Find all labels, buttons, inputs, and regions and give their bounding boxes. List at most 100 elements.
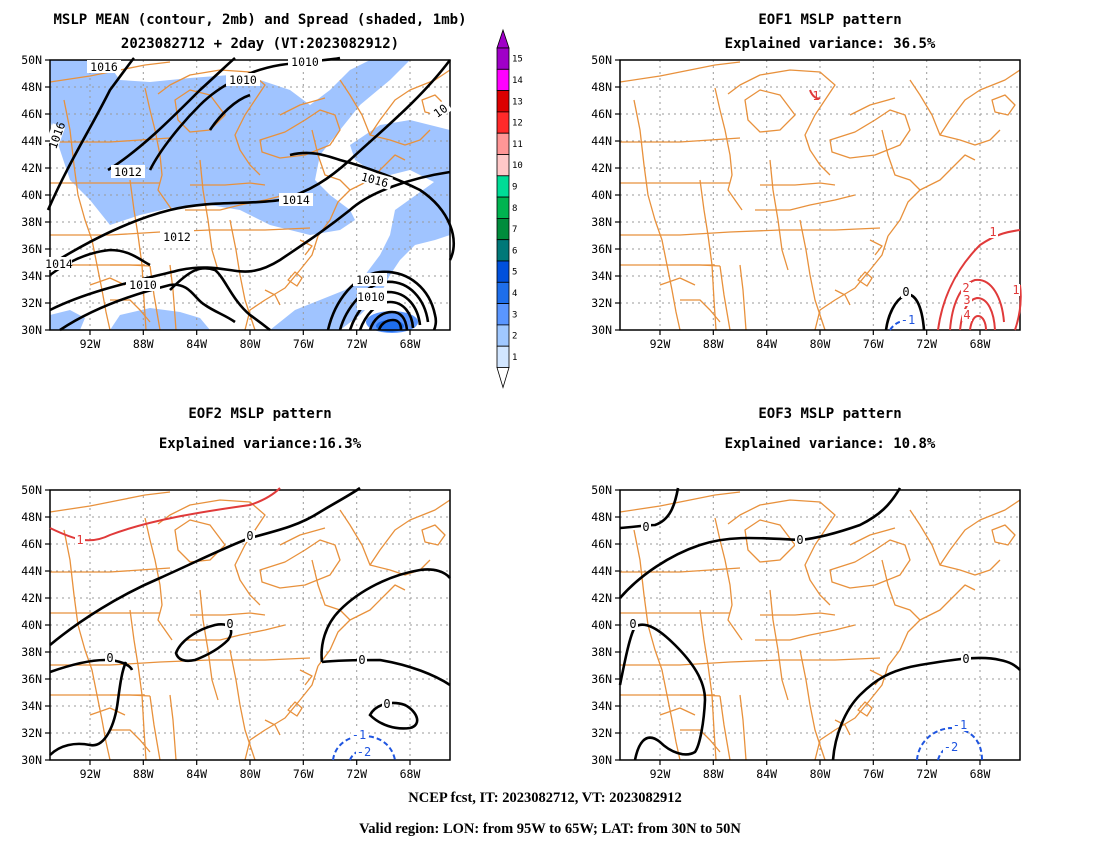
- colorbar-swatch: [496, 154, 510, 177]
- panel-eof3-map: 0 0 0 0 -1 -2: [618, 487, 1021, 761]
- lon-tick-label: 68W: [970, 767, 991, 781]
- eof3-contour-labels: 0 0 0 0 -1 -2: [628, 520, 971, 754]
- lon-tick-label: 80W: [240, 337, 261, 351]
- lat-tick-label: 36N: [21, 242, 42, 256]
- lat-tick-label: 50N: [591, 483, 612, 497]
- colorbar-swatch: [496, 260, 510, 283]
- lon-tick-label: 80W: [240, 767, 261, 781]
- colorbar-swatch: [496, 303, 510, 326]
- contour-label: 1016: [360, 170, 390, 191]
- colorbar-swatch: [496, 217, 510, 241]
- colorbar-label: 13: [512, 97, 523, 107]
- lat-tick-label: 50N: [21, 53, 42, 67]
- contour-label: 1010: [291, 55, 319, 69]
- colorbar-swatch: [496, 196, 510, 219]
- contour-label: 1: [812, 89, 819, 103]
- eof1-contour-labels: 1 0 -1 1 2 3 4 1: [812, 89, 1020, 327]
- contour-label: 1014: [282, 193, 310, 207]
- eof2-contour-labels: 1 0 0 0 0 0 -1 -2: [75, 529, 392, 759]
- colorbar-swatch: [496, 324, 510, 347]
- contour-label: 0: [642, 520, 649, 534]
- lat-tick-label: 46N: [21, 537, 42, 551]
- contour-label: 1014: [45, 257, 73, 271]
- lat-tick-label: 40N: [591, 188, 612, 202]
- lon-tick-label: 84W: [186, 767, 207, 781]
- lat-tick-label: 40N: [21, 618, 42, 632]
- panel-mean-title-line2: 2023082712 + 2day (VT:2023082912): [121, 36, 399, 52]
- colorbar-swatch: [496, 90, 510, 113]
- lon-tick-label: 88W: [703, 337, 724, 351]
- lat-tick-label: 32N: [591, 726, 612, 740]
- lat-tick-label: 46N: [591, 537, 612, 551]
- lon-tick-label: 84W: [756, 337, 777, 351]
- contour-label: 3: [963, 293, 970, 307]
- colorbar-swatch: [496, 111, 510, 134]
- contour-label: -2: [944, 740, 958, 754]
- mean-contour-labels: 1016 1010 1010 1010 1016 1012 1016 1014 …: [45, 55, 453, 310]
- lat-tick-label: 44N: [591, 134, 612, 148]
- lat-tick-label: 36N: [591, 672, 612, 686]
- panel-eof1-title-line1: EOF1 MSLP pattern: [758, 12, 901, 28]
- colorbar-label: 6: [512, 246, 517, 256]
- lon-tick-label: 92W: [80, 767, 101, 781]
- lat-tick-label: 32N: [21, 296, 42, 310]
- lat-tick-label: 44N: [21, 134, 42, 148]
- lon-tick-label: 88W: [133, 337, 154, 351]
- contour-label: -1: [352, 728, 366, 742]
- colorbar-swatch: [496, 68, 510, 91]
- contour-label: 1: [989, 225, 996, 239]
- colorbar-top-arrow: [496, 28, 510, 49]
- contour-label: 1010: [229, 73, 257, 87]
- colorbar-swatch: [496, 345, 510, 368]
- contour-label: 1012: [163, 230, 191, 244]
- lat-tick-label: 34N: [591, 269, 612, 283]
- colorbar-label: 11: [512, 140, 523, 150]
- lat-tick-label: 38N: [21, 645, 42, 659]
- lat-tick-label: 34N: [21, 269, 42, 283]
- lat-tick-label: 48N: [591, 510, 612, 524]
- lat-tick-label: 30N: [21, 323, 42, 337]
- contour-label: 10: [431, 101, 450, 120]
- contour-label: 0: [246, 529, 253, 543]
- contour-label: 0: [358, 653, 365, 667]
- contour-label: 1010: [356, 273, 384, 287]
- lon-tick-label: 76W: [293, 337, 314, 351]
- lat-tick-label: 44N: [591, 564, 612, 578]
- contour-label: -1: [901, 313, 915, 327]
- lon-tick-label: 92W: [80, 337, 101, 351]
- lat-tick-label: 46N: [591, 107, 612, 121]
- lat-tick-label: 48N: [21, 510, 42, 524]
- contour-label: 1010: [357, 290, 385, 304]
- colorbar-label: 9: [512, 182, 517, 192]
- contour-label: 0: [226, 617, 233, 631]
- lon-tick-label: 88W: [133, 767, 154, 781]
- lon-tick-label: 72W: [346, 337, 367, 351]
- lat-tick-label: 36N: [591, 242, 612, 256]
- lat-tick-label: 38N: [591, 215, 612, 229]
- colorbar-label: 7: [512, 225, 517, 235]
- colorbar-label: 10: [512, 161, 523, 171]
- colorbar-label: 3: [512, 310, 517, 320]
- contour-label: 1016: [90, 60, 118, 74]
- eof2-contours: [49, 486, 451, 761]
- contour-label: 0: [106, 651, 113, 665]
- colorbar-swatch: [496, 132, 510, 155]
- lon-tick-label: 80W: [810, 337, 831, 351]
- contour-label: 0: [383, 697, 390, 711]
- lon-tick-label: 92W: [650, 767, 671, 781]
- colorbar-bottom-arrow: [496, 367, 510, 389]
- panel-mean-title-line1: MSLP MEAN (contour, 2mb) and Spread (sha…: [53, 12, 466, 28]
- lat-tick-label: 32N: [591, 296, 612, 310]
- lat-tick-label: 46N: [21, 107, 42, 121]
- lat-tick-label: 42N: [591, 161, 612, 175]
- panel-eof1-title-line2: Explained variance: 36.5%: [725, 36, 936, 52]
- lat-tick-label: 50N: [591, 53, 612, 67]
- colorbar-label: 1: [512, 353, 517, 363]
- lat-tick-label: 42N: [591, 591, 612, 605]
- contour-label: -2: [357, 745, 371, 759]
- lat-tick-label: 48N: [21, 80, 42, 94]
- lon-tick-label: 76W: [863, 337, 884, 351]
- lon-tick-label: 80W: [810, 767, 831, 781]
- contour-label: 2: [962, 281, 969, 295]
